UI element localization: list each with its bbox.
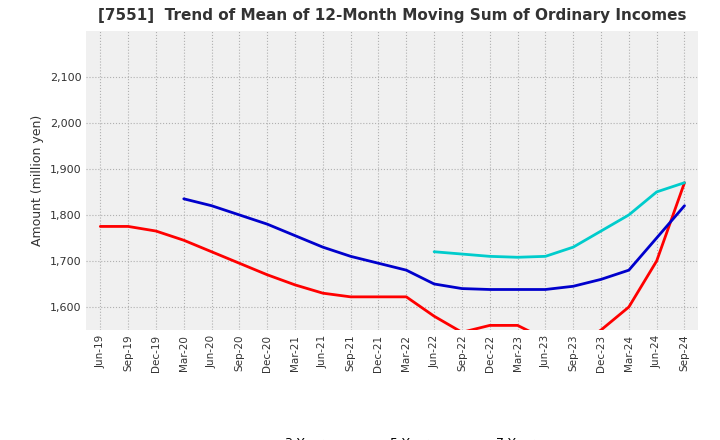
3 Years [485,323,494,328]
3 Years [291,282,300,287]
7 Years [430,249,438,254]
5 Years [680,203,689,209]
5 Years [597,277,606,282]
5 Years [179,196,188,202]
7 Years [485,254,494,259]
5 Years [569,284,577,289]
5 Years [652,235,661,241]
5 Years [458,286,467,291]
3 Years [402,294,410,300]
3 Years [541,337,550,342]
3 Years [374,294,383,300]
Title: [7551]  Trend of Mean of 12-Month Moving Sum of Ordinary Incomes: [7551] Trend of Mean of 12-Month Moving … [98,7,687,23]
7 Years [458,251,467,257]
5 Years [346,254,355,259]
5 Years [541,287,550,292]
3 Years [430,314,438,319]
3 Years [318,290,327,296]
5 Years [485,287,494,292]
5 Years [402,268,410,273]
7 Years [597,228,606,234]
3 Years [458,330,467,335]
3 Years [263,272,271,277]
7 Years [624,212,633,217]
5 Years [318,245,327,250]
3 Years [680,180,689,185]
3 Years [96,224,104,229]
7 Years [652,189,661,194]
3 Years [346,294,355,300]
5 Years [430,281,438,286]
7 Years [569,245,577,250]
Line: 7 Years: 7 Years [434,183,685,257]
3 Years [597,327,606,333]
3 Years [152,228,161,234]
Line: 3 Years: 3 Years [100,183,685,348]
7 Years [541,254,550,259]
3 Years [624,304,633,310]
5 Years [235,212,243,217]
Y-axis label: Amount (million yen): Amount (million yen) [32,115,45,246]
3 Years [569,346,577,351]
5 Years [263,221,271,227]
7 Years [680,180,689,185]
Legend: 3 Years, 5 Years, 7 Years: 3 Years, 5 Years, 7 Years [239,432,546,440]
3 Years [513,323,522,328]
3 Years [124,224,132,229]
3 Years [652,258,661,264]
3 Years [235,260,243,266]
5 Years [374,260,383,266]
5 Years [624,268,633,273]
5 Years [207,203,216,209]
5 Years [513,287,522,292]
3 Years [207,249,216,254]
3 Years [179,238,188,243]
7 Years [513,255,522,260]
5 Years [291,233,300,238]
Line: 5 Years: 5 Years [184,199,685,290]
